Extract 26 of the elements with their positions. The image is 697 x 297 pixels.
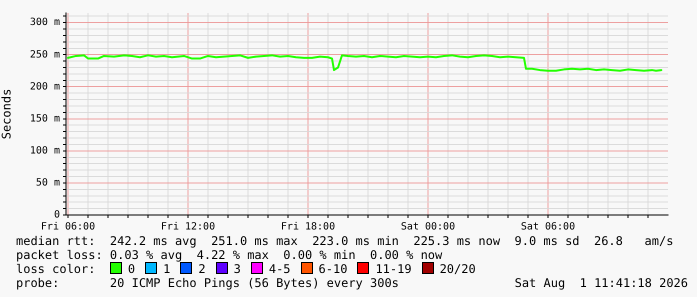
y-tick-label: 200 m bbox=[30, 81, 60, 92]
y-axis-title: Seconds bbox=[0, 88, 14, 140]
legend-label: 11-19 bbox=[374, 262, 412, 276]
y-tick-label: 300 m bbox=[30, 17, 60, 28]
text: Sat Aug 1 11:41:18 2026 bbox=[514, 276, 688, 290]
legend-label: 6-10 bbox=[318, 262, 348, 276]
y-tick-label: 0 bbox=[54, 210, 60, 221]
y-tick-label: 250 m bbox=[30, 49, 60, 60]
legend-label: 0 bbox=[126, 262, 136, 276]
x-tick-label: Fri 12:00 bbox=[160, 222, 216, 233]
text: probe: 20 ICMP Echo Pings (56 Bytes) every 300s bbox=[16, 276, 399, 290]
legend-label: 2 bbox=[197, 262, 206, 276]
x-tick-label: Sat 00:00 bbox=[400, 222, 456, 233]
y-tick-label: 50 m bbox=[36, 178, 60, 189]
x-tick-label: Fri 06:00 bbox=[40, 222, 96, 233]
y-tick-label: 100 m bbox=[30, 145, 60, 156]
legend-label: 3 bbox=[232, 262, 241, 276]
x-tick-label: Fri 18:00 bbox=[280, 222, 336, 233]
text: median rtt: 242.2 ms avg 251.0 ms max 223.0 ms min 225.3 ms now 9.0 ms sd 26.8 am/s bbox=[16, 234, 674, 248]
legend-label: 4-5 bbox=[268, 262, 291, 276]
legend-label: 20/20 bbox=[438, 262, 476, 276]
legend-title: loss color: bbox=[16, 262, 96, 276]
x-tick-label: Sat 06:00 bbox=[520, 222, 576, 233]
legend-label: 1 bbox=[162, 262, 170, 276]
text: packet loss: 0.03 % avg 4.22 % max 0.00 % min 0.00 % now bbox=[16, 248, 442, 262]
y-tick-label: 150 m bbox=[30, 113, 60, 124]
